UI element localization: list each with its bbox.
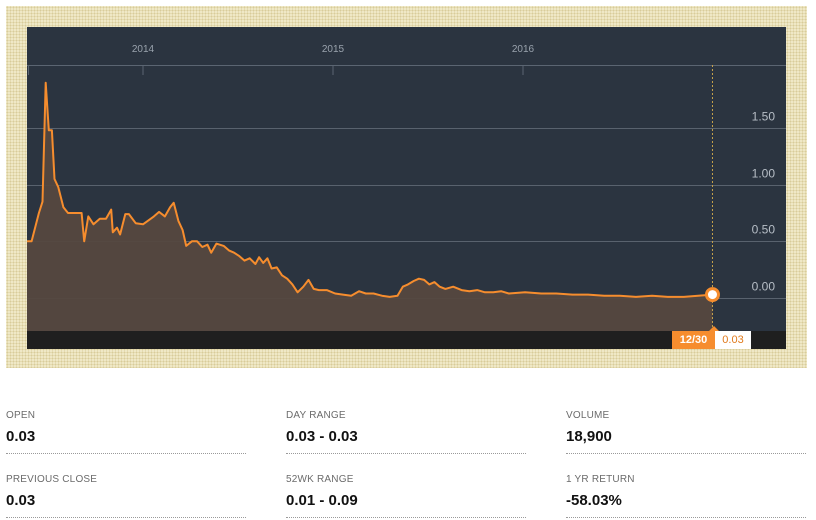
x-tick-label: 2016: [512, 44, 535, 55]
x-tick-label: 2015: [322, 44, 345, 55]
cursor-value: 0.03: [715, 331, 751, 349]
stat-value: 0.03: [6, 428, 36, 445]
stat-value: -58.03%: [566, 492, 622, 509]
y-tick-label: 0.50: [752, 223, 776, 237]
price-area: [27, 82, 713, 331]
stat-day-range: DAY RANGE 0.03 - 0.03: [286, 400, 526, 454]
chart-footer-strip: [27, 331, 786, 349]
stat-value: 18,900: [566, 428, 612, 445]
stat-label: OPEN: [6, 410, 36, 421]
stat-volume: VOLUME 18,900: [566, 400, 806, 454]
stat-1yr-return: 1 YR RETURN -58.03%: [566, 464, 806, 518]
chart-svg[interactable]: 2014 2015 2016 1.50 1.00 0.50 0.00: [27, 27, 786, 349]
x-tick-label: 2014: [132, 44, 155, 55]
stat-label: VOLUME: [566, 410, 610, 421]
cursor-flag-notch: [709, 326, 719, 331]
stat-value: 0.03: [6, 492, 36, 509]
cursor-flag: 12/30 0.03: [672, 326, 751, 349]
stat-52wk-range: 52WK RANGE 0.01 - 0.09: [286, 464, 526, 518]
y-tick-label: 0.00: [752, 280, 776, 294]
stat-label: PREVIOUS CLOSE: [6, 474, 98, 485]
y-tick-label: 1.00: [752, 167, 776, 181]
stat-previous-close: PREVIOUS CLOSE 0.03: [6, 464, 246, 518]
stat-open: OPEN 0.03: [6, 400, 246, 454]
price-chart[interactable]: 2014 2015 2016 1.50 1.00 0.50 0.00: [27, 27, 786, 349]
cursor-marker: [704, 287, 720, 303]
price-line: [27, 81, 713, 298]
stat-value: 0.01 - 0.09: [286, 492, 358, 509]
stat-label: DAY RANGE: [286, 410, 346, 421]
stat-value: 0.03 - 0.03: [286, 428, 358, 445]
stat-label: 1 YR RETURN: [566, 474, 635, 485]
stat-label: 52WK RANGE: [286, 474, 354, 485]
cursor-date: 12/30: [672, 331, 715, 349]
y-tick-label: 1.50: [752, 110, 776, 124]
